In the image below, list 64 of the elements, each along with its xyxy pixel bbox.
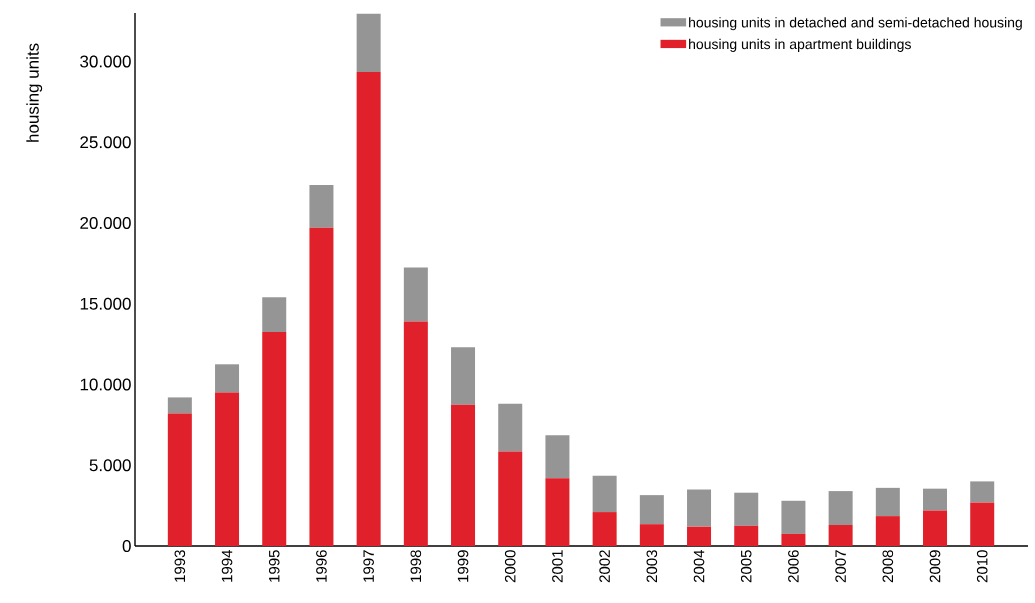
bar	[639, 495, 664, 525]
bar	[781, 500, 806, 534]
bar	[545, 478, 570, 546]
bar	[639, 524, 664, 546]
bar	[215, 364, 240, 393]
bar	[451, 347, 476, 405]
y-tick-label: 0	[122, 539, 131, 553]
bar	[262, 297, 287, 332]
bar	[498, 403, 523, 452]
x-tick-label: 1999	[457, 550, 469, 582]
legend-label: housing units in apartment buildings	[689, 38, 911, 52]
x-tick-label: 2000	[504, 550, 516, 583]
bar	[167, 397, 192, 414]
x-tick-label: 2002	[599, 550, 610, 583]
y-tick-label: 25.000	[80, 136, 131, 149]
y-tick-label: 10.000	[80, 378, 131, 391]
bar	[356, 13, 381, 72]
bar	[923, 488, 948, 511]
x-tick-label: 1995	[268, 550, 280, 582]
bar	[356, 71, 381, 546]
x-tick-label: 2003	[646, 550, 658, 583]
y-axis-title: housing units	[26, 43, 43, 142]
x-tick-label: 1998	[410, 550, 422, 582]
bar	[923, 510, 948, 546]
bar	[970, 481, 995, 503]
bar	[403, 321, 428, 546]
x-tick-label: 1996	[316, 550, 327, 582]
y-tick-label: 30.000	[80, 55, 131, 68]
bar	[875, 516, 900, 546]
bar	[262, 331, 287, 546]
bar	[781, 533, 806, 546]
bar	[734, 492, 759, 526]
x-tick-label: 2010	[976, 550, 988, 583]
x-tick-label: 2006	[788, 550, 799, 583]
y-tick-label: 20.000	[80, 216, 131, 229]
bar	[309, 227, 334, 546]
y-tick-label: 5.000	[89, 459, 131, 472]
bar	[828, 491, 853, 525]
bar	[687, 526, 712, 546]
bar	[687, 489, 712, 527]
bar	[451, 404, 476, 546]
bar	[403, 267, 428, 322]
x-tick-label: 2005	[740, 550, 752, 583]
y-tick-label: 15.000	[80, 297, 131, 310]
bar	[875, 487, 900, 517]
x-tick-label: 1993	[174, 550, 186, 582]
x-tick-label: 2007	[835, 550, 846, 583]
x-tick-label: 2001	[552, 550, 563, 583]
bar	[309, 185, 334, 228]
bar	[167, 413, 192, 546]
bar	[592, 475, 617, 513]
x-tick-label: 1994	[221, 549, 233, 582]
bar	[545, 435, 570, 479]
bar	[215, 392, 240, 546]
bar	[828, 525, 853, 546]
x-tick-label: 2008	[882, 550, 894, 583]
x-tick-label: 2009	[929, 550, 941, 583]
bar	[498, 451, 523, 546]
x-tick-label: 2004	[693, 549, 705, 583]
legend-label: housing units in detached and semi-detached housing	[689, 17, 1022, 31]
bar	[734, 525, 759, 546]
bar	[970, 502, 995, 546]
x-tick-label: 1997	[363, 550, 374, 582]
bar	[592, 512, 617, 546]
